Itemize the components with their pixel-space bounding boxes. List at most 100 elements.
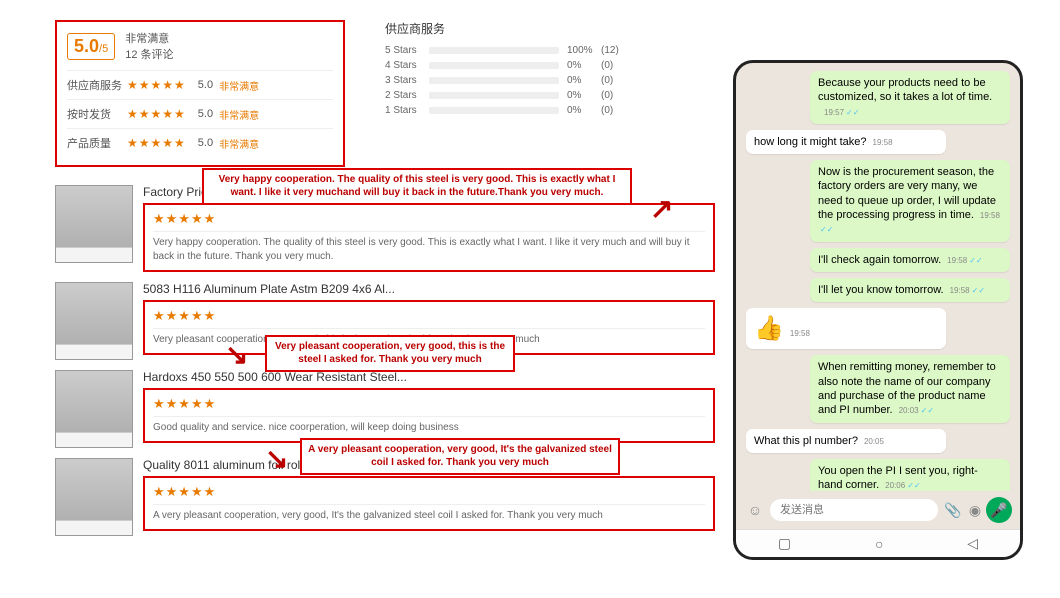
score-subtitle1: 非常满意 <box>125 30 173 46</box>
review-text: A very pleasant cooperation, very good, … <box>153 504 705 523</box>
callout-text: Very happy cooperation. The quality of t… <box>202 168 632 205</box>
msg-timestamp: 19:58 <box>950 286 970 296</box>
cert-badges: ISO CE 🔵 🟠 <box>58 438 103 446</box>
rating-row-score: 5.0 <box>198 79 213 91</box>
review-box: ★★★★★ Good quality and service. nice coo… <box>143 388 715 443</box>
msg-timestamp: 19:58 <box>790 329 810 339</box>
msg-outgoing[interactable]: You open the PI I sent you, right-hand c… <box>810 459 1010 491</box>
rating-row-tag: 非常满意 <box>219 78 259 93</box>
nav-back-icon[interactable]: ◁ <box>967 535 978 552</box>
chat-area[interactable]: Because your products need to be customi… <box>736 63 1020 491</box>
msg-timestamp: 20:03 <box>899 406 919 416</box>
review-thumbnail[interactable]: ISO CE 🔵 🟠 <box>55 282 133 360</box>
dist-bar-bg <box>429 77 559 84</box>
review-title[interactable]: 5083 H116 Aluminum Plate Astm B209 4x6 A… <box>143 282 715 296</box>
nav-recent-icon[interactable]: ▢ <box>778 535 791 552</box>
read-ticks-icon: ✓✓ <box>820 225 833 234</box>
msg-outgoing[interactable]: Because your products need to be customi… <box>810 71 1010 124</box>
arrow-icon: ↘ <box>225 338 248 371</box>
dist-title: 供应商服务 <box>385 20 655 37</box>
review-thumbnail[interactable]: ISO CE 🔵 🟠 <box>55 185 133 263</box>
msg-text: Because your products need to be customi… <box>818 77 992 103</box>
msg-incoming[interactable]: 👍 19:58 <box>746 308 946 349</box>
score-denom: /5 <box>99 43 108 55</box>
msg-outgoing[interactable]: I'll let you know tomorrow.19:58✓✓ <box>810 278 1010 302</box>
rating-row-label: 供应商服务 <box>67 77 127 93</box>
dist-bar-bg <box>429 62 559 69</box>
attach-icon[interactable]: 📎 <box>942 499 964 521</box>
dist-row-count: (12) <box>601 45 619 56</box>
msg-text: how long it might take? <box>754 136 867 148</box>
dist-row: 3 Stars 0% (0) <box>385 75 655 86</box>
dist-row-count: (0) <box>601 75 613 86</box>
thumbs-up-icon: 👍 <box>754 315 784 342</box>
camera-icon[interactable]: ◉ <box>964 499 986 521</box>
read-ticks-icon: ✓✓ <box>921 406 934 415</box>
rating-row-score: 5.0 <box>198 108 213 120</box>
msg-incoming[interactable]: how long it might take?19:58 <box>746 130 946 154</box>
dist-row: 1 Stars 0% (0) <box>385 105 655 116</box>
cert-badges: ISO CE 🔵 🟠 <box>58 350 103 358</box>
msg-timestamp: 20:06 <box>885 481 905 491</box>
callout-text: Very pleasant cooperation, very good, th… <box>265 335 515 372</box>
dist-row-pct: 0% <box>567 60 601 71</box>
review-stars-icon: ★★★★★ <box>153 396 705 412</box>
score-value: 5.0 <box>74 36 99 56</box>
dist-row-label: 4 Stars <box>385 60 429 71</box>
review-stars-icon: ★★★★★ <box>153 211 705 227</box>
msg-timestamp: 20:05 <box>864 437 884 447</box>
dist-row-pct: 0% <box>567 105 601 116</box>
review-stars-icon: ★★★★★ <box>153 484 705 500</box>
dist-row-label: 5 Stars <box>385 45 429 56</box>
msg-outgoing[interactable]: When remitting money, remember to also n… <box>810 355 1010 422</box>
arrow-icon: ↘ <box>265 442 288 475</box>
msg-timestamp: 19:58 <box>947 256 967 266</box>
chat-input-bar: ☺ 📎 ◉ 🎤 <box>736 491 1020 529</box>
rating-row-score: 5.0 <box>198 137 213 149</box>
review-box: ★★★★★ A very pleasant cooperation, very … <box>143 476 715 531</box>
review-item: ISO CE 🔵 🟠 Hardoxs 450 550 500 600 Wear … <box>55 370 715 448</box>
read-ticks-icon: ✓✓ <box>846 108 859 117</box>
emoji-icon[interactable]: ☺ <box>744 499 766 521</box>
score-badge: 5.0/5 <box>67 33 115 60</box>
msg-timestamp: 19:58 <box>980 211 1000 221</box>
phone-nav: ▢ ○ ◁ <box>736 529 1020 557</box>
nav-home-icon[interactable]: ○ <box>875 536 883 552</box>
read-ticks-icon: ✓✓ <box>907 481 920 490</box>
cert-badges: ISO CE 🔵 🟠 <box>58 253 103 261</box>
review-thumbnail[interactable]: ISO CE 🔵 🟠 <box>55 458 133 536</box>
msg-outgoing[interactable]: I'll check again tomorrow.19:58✓✓ <box>810 248 1010 272</box>
dist-row-label: 2 Stars <box>385 90 429 101</box>
stars-icon: ★★★★★ <box>127 107 186 121</box>
dist-bar-bg <box>429 107 559 114</box>
arrow-icon: ↗ <box>650 192 673 225</box>
review-title[interactable]: Hardoxs 450 550 500 600 Wear Resistant S… <box>143 370 715 384</box>
phone-frame: Because your products need to be customi… <box>733 60 1023 560</box>
cert-badges: ISO CE 🔵 🟠 <box>58 526 103 534</box>
review-text: Good quality and service. nice coorperat… <box>153 416 705 435</box>
rating-distribution: 供应商服务 5 Stars 100% (12)4 Stars 0% (0)3 S… <box>385 20 655 120</box>
stars-icon: ★★★★★ <box>127 136 186 150</box>
review-thumbnail[interactable]: ISO CE 🔵 🟠 <box>55 370 133 448</box>
review-box: ★★★★★ Very happy cooperation. The qualit… <box>143 203 715 272</box>
dist-bar-bg <box>429 47 559 54</box>
stars-icon: ★★★★★ <box>127 78 186 92</box>
rating-row: 供应商服务 ★★★★★ 5.0 非常满意 <box>67 70 333 99</box>
dist-bar-bg <box>429 92 559 99</box>
message-input[interactable] <box>770 499 938 521</box>
dist-row-count: (0) <box>601 60 613 71</box>
dist-row-label: 1 Stars <box>385 105 429 116</box>
msg-text: I'll check again tomorrow. <box>818 254 941 266</box>
dist-row-pct: 100% <box>567 45 601 56</box>
rating-row-label: 按时发货 <box>67 106 127 122</box>
dist-row-pct: 0% <box>567 90 601 101</box>
dist-row-count: (0) <box>601 105 613 116</box>
msg-text: What this pl number? <box>754 435 858 447</box>
msg-incoming[interactable]: What this pl number? 20:05 <box>746 429 946 453</box>
msg-timestamp: 19:57 <box>824 108 844 118</box>
rating-row-label: 产品质量 <box>67 135 127 151</box>
rating-row-tag: 非常满意 <box>219 136 259 151</box>
send-button[interactable]: 🎤 <box>986 497 1012 523</box>
review-text: Very happy cooperation. The quality of t… <box>153 231 705 264</box>
msg-outgoing[interactable]: Now is the procurement season, the facto… <box>810 160 1010 241</box>
